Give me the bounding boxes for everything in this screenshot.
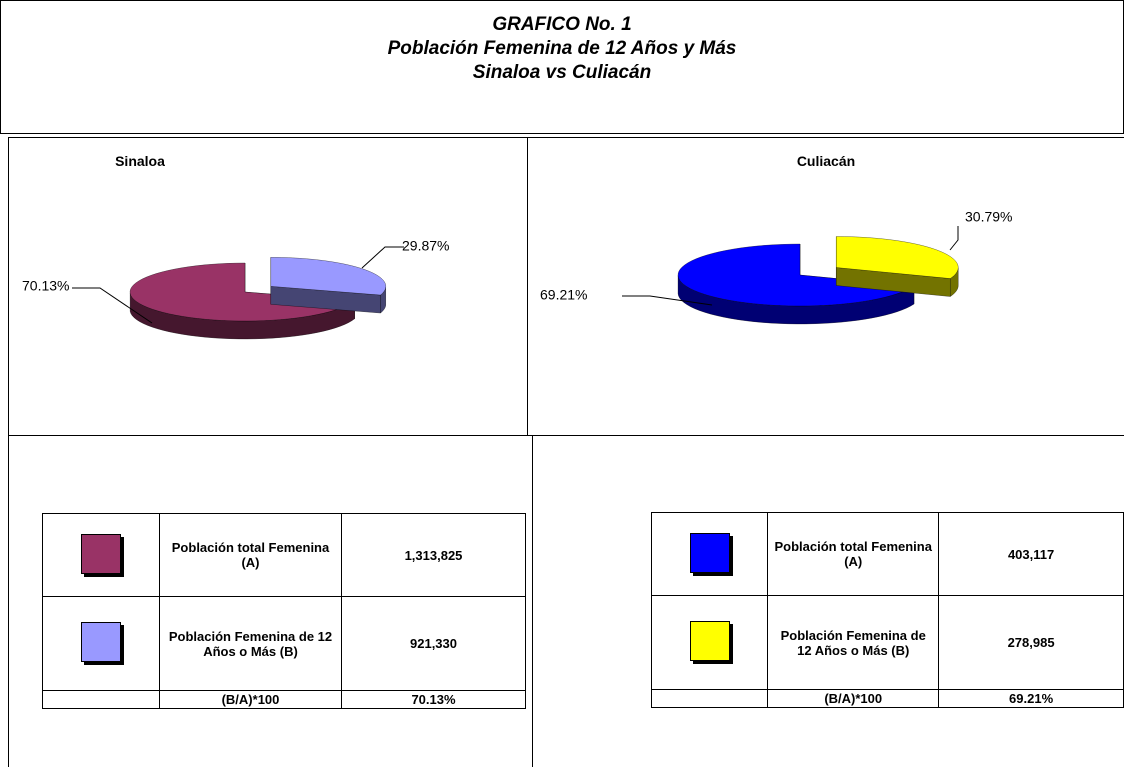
table-row: Población Femenina de 12 Años o Más (B) 9… xyxy=(42,596,526,691)
table-cell: 921,330 xyxy=(341,596,526,691)
table-cell: 403,117 xyxy=(938,512,1124,596)
swatch-cell xyxy=(650,689,769,708)
table-cell: Población total Femenina (A) xyxy=(767,512,940,596)
data-label: 30.79% xyxy=(965,209,1012,225)
chart-title: Sinaloa xyxy=(115,153,165,169)
table-cell: 70.13% xyxy=(341,690,526,709)
data-table: Población total Femenina (A) 403,117 Pobla… xyxy=(650,512,1124,708)
leader-line xyxy=(72,287,153,324)
table-cell: 278,985 xyxy=(938,595,1124,690)
legend-swatch xyxy=(689,621,730,661)
title-line: GRAFICO No. 1 xyxy=(492,14,632,35)
swatch-cell xyxy=(42,513,160,597)
leader-line xyxy=(949,226,959,251)
table-cell: 69.21% xyxy=(938,689,1124,708)
leader-line xyxy=(622,295,713,306)
swatch-cell xyxy=(42,596,160,691)
table-cell: Población total Femenina (A) xyxy=(159,513,342,597)
table-cell: Población Femenina de 12 Años o Más (B) xyxy=(159,596,342,691)
data-label: 70.13% xyxy=(22,278,69,294)
table-cell: (B/A)*100 xyxy=(159,690,342,709)
data-label: 29.87% xyxy=(402,238,449,254)
legend-swatch xyxy=(81,533,121,574)
title-line: Población Femenina de 12 Años y Más xyxy=(387,38,737,59)
slice xyxy=(677,243,915,307)
table-row: (B/A)*100 69.21% xyxy=(650,689,1124,708)
data-label: 69.21% xyxy=(540,287,587,303)
legend-swatch xyxy=(81,622,121,662)
table-cell: Población Femenina de 12 Años o Más (B) xyxy=(767,595,940,690)
table-row: (B/A)*100 70.13% xyxy=(42,690,526,709)
table-row: Población total Femenina (A) 403,117 xyxy=(650,512,1124,596)
table-cell: (B/A)*100 xyxy=(767,689,940,708)
slice xyxy=(270,257,386,296)
table-row: Población Femenina de 12 Años o Más (B) 2… xyxy=(650,595,1124,690)
legend-swatch xyxy=(689,532,730,573)
table-cell: 1,313,825 xyxy=(341,513,526,597)
table-row: Población total Femenina (A) 1,313,825 xyxy=(42,513,526,597)
leader-line xyxy=(361,246,404,269)
data-table: Población total Femenina (A) 1,313,825 Pob… xyxy=(42,513,526,709)
slice xyxy=(836,236,959,279)
chart-title: Culiacán xyxy=(797,153,855,169)
title-line: Sinaloa vs Culiacán xyxy=(472,62,652,83)
swatch-cell xyxy=(650,595,769,690)
table-panel xyxy=(532,435,1124,767)
swatch-cell xyxy=(42,690,160,709)
swatch-cell xyxy=(650,512,769,596)
